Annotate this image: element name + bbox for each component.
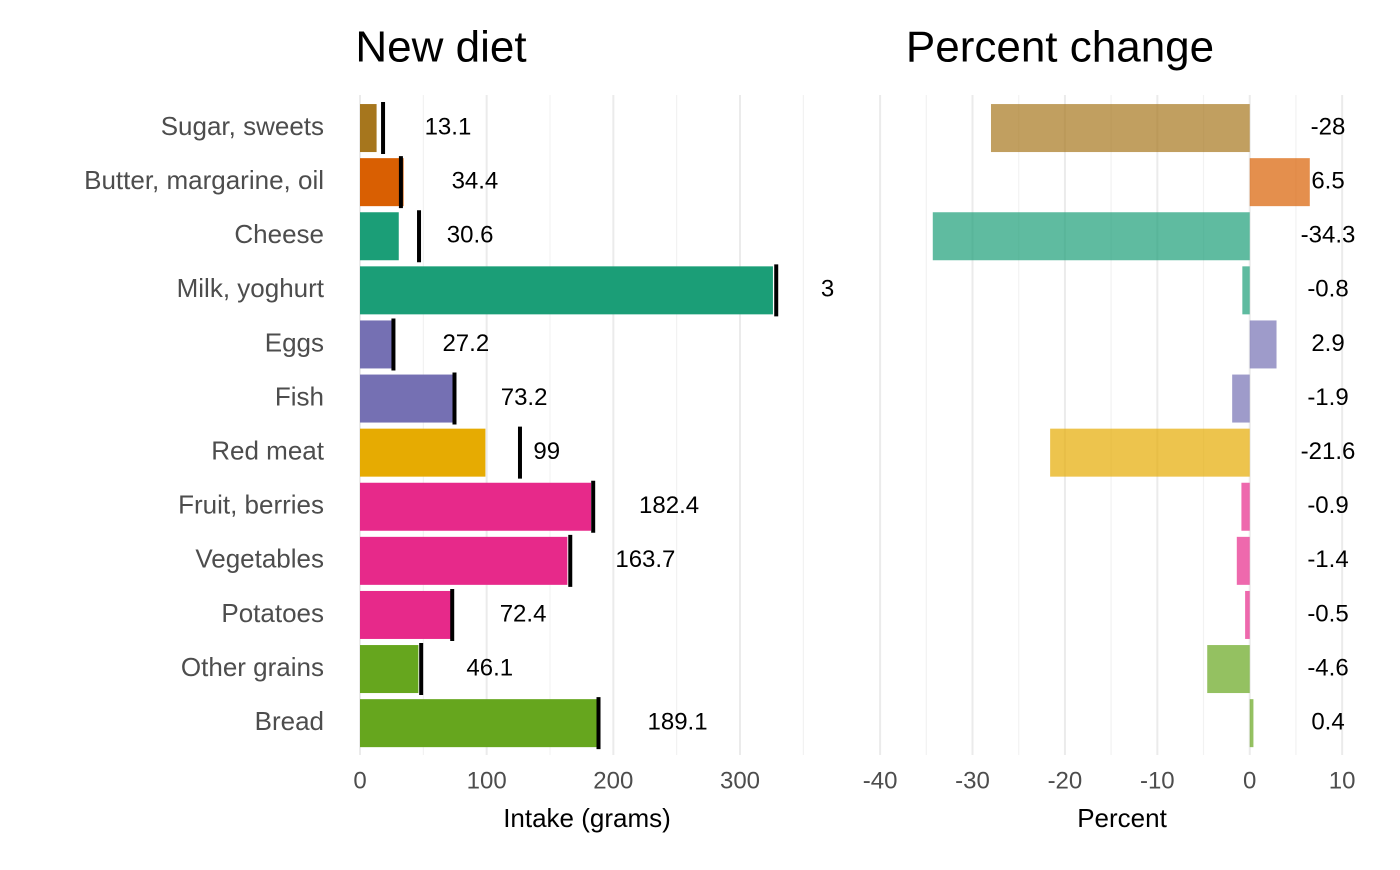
x-tick-label: 0: [353, 767, 366, 794]
value-label: -21.6: [1301, 438, 1356, 465]
value-label: 326: [821, 276, 861, 303]
x-tick-label: -10: [1140, 767, 1175, 794]
category-label: Eggs: [265, 327, 324, 357]
value-label: -28: [1311, 113, 1346, 140]
bar: [360, 374, 453, 423]
category-label: Sugar, sweets: [161, 111, 324, 141]
value-label: 30.6: [447, 222, 494, 249]
grid-layer: [879, 95, 1344, 755]
bar: [1232, 374, 1250, 423]
bar: [1249, 320, 1277, 369]
bar: [360, 158, 404, 207]
x-tick-label: 300: [720, 767, 760, 794]
category-label: Butter, margarine, oil: [84, 165, 324, 195]
x-tick-label: -20: [1048, 767, 1083, 794]
chart-title: New diet: [355, 23, 526, 72]
bar: [360, 212, 399, 261]
x-tick-label: 0: [1243, 767, 1256, 794]
category-label: Milk, yoghurt: [177, 273, 325, 303]
value-label: -1.9: [1307, 384, 1348, 411]
value-label: 6.5: [1311, 167, 1344, 194]
value-label: 163.7: [615, 546, 675, 573]
value-label: -0.9: [1307, 492, 1348, 519]
value-label: 73.2: [501, 384, 548, 411]
bar: [990, 104, 1250, 153]
value-label: 2.9: [1311, 330, 1344, 357]
bar: [1207, 645, 1250, 694]
value-label: 99: [533, 438, 560, 465]
value-label: -34.3: [1301, 222, 1356, 249]
bar: [360, 699, 600, 748]
bar: [1236, 536, 1250, 585]
category-label: Potatoes: [221, 598, 324, 628]
value-label: 34.4: [452, 167, 499, 194]
x-tick-label: 10: [1329, 767, 1356, 794]
x-tick-label: 200: [593, 767, 633, 794]
label-layer: 13.1 34.4 30.6 326 27.2 73.2 99 182.4 163.7 72.4 4…: [425, 113, 861, 735]
value-label: 0.4: [1311, 708, 1344, 735]
value-label: 72.4: [500, 600, 547, 627]
bar: [360, 104, 377, 153]
bar: [360, 428, 486, 477]
category-label: Cheese: [234, 219, 324, 249]
value-label: -0.8: [1307, 276, 1348, 303]
value-label: 13.1: [425, 113, 472, 140]
x-axis-title: Percent: [1077, 803, 1167, 833]
bar: [1245, 590, 1250, 639]
bar: [360, 482, 592, 531]
x-tick-label: -30: [955, 767, 990, 794]
chart-title: Percent change: [906, 23, 1214, 72]
value-label: -4.6: [1307, 654, 1348, 681]
value-label: -1.4: [1307, 546, 1348, 573]
category-label: Other grains: [181, 652, 324, 682]
category-label: Vegetables: [195, 544, 324, 574]
x-tick-label: 100: [467, 767, 507, 794]
x-tick-label: -40: [863, 767, 898, 794]
category-label: Fish: [275, 381, 324, 411]
bar: [1241, 482, 1250, 531]
grid-layer: [359, 95, 804, 755]
value-label: 182.4: [639, 492, 699, 519]
value-label: 189.1: [648, 708, 708, 735]
bar: [360, 266, 773, 315]
bar: [360, 590, 452, 639]
category-label: Fruit, berries: [178, 490, 324, 520]
category-label: Red meat: [211, 436, 324, 466]
bar: [1249, 158, 1310, 207]
x-axis-title: Intake (grams): [503, 803, 671, 833]
bar: [1050, 428, 1250, 477]
value-label: 46.1: [466, 654, 513, 681]
bar: [1249, 699, 1254, 748]
bar: [360, 536, 568, 585]
bar: [1242, 266, 1250, 315]
bar: [360, 320, 395, 369]
bar: [932, 212, 1250, 261]
marks-layer: [360, 102, 1310, 750]
value-label: -0.5: [1307, 600, 1348, 627]
bar: [360, 645, 419, 694]
category-label: Bread: [255, 706, 324, 736]
value-label: 27.2: [442, 330, 489, 357]
